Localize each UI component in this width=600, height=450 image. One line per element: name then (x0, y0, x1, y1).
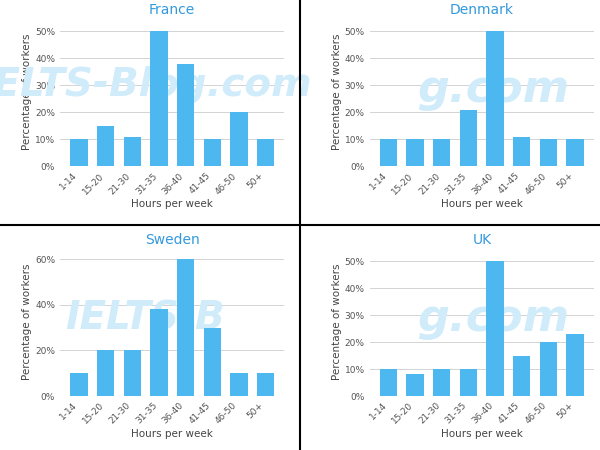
Bar (540, 140, 557, 166)
X-axis label: Hours per week: Hours per week (441, 199, 523, 209)
Bar (150, 309, 167, 396)
Bar (566, 140, 584, 166)
Bar (70, 373, 88, 396)
Bar (124, 351, 141, 396)
Bar (230, 112, 248, 166)
Bar (257, 140, 274, 166)
Bar (460, 369, 477, 396)
Bar (150, 32, 167, 166)
Bar (487, 32, 504, 166)
Bar (177, 64, 194, 166)
Y-axis label: Percentage of workers: Percentage of workers (22, 264, 32, 380)
Bar (380, 369, 397, 396)
Bar (203, 140, 221, 166)
Text: IELTS-B: IELTS-B (65, 300, 225, 338)
Bar (406, 374, 424, 396)
Title: UK: UK (472, 233, 491, 247)
Bar (203, 328, 221, 396)
Bar (97, 126, 114, 166)
Bar (97, 351, 114, 396)
Title: Denmark: Denmark (450, 3, 514, 17)
Bar (257, 373, 274, 396)
X-axis label: Hours per week: Hours per week (441, 428, 523, 439)
Bar (540, 342, 557, 396)
Text: g.com: g.com (417, 68, 569, 111)
Y-axis label: Percentage of workers: Percentage of workers (332, 264, 342, 380)
Text: g.com: g.com (417, 297, 569, 340)
Bar (433, 369, 451, 396)
Y-axis label: Percentage of workers: Percentage of workers (22, 34, 32, 150)
Bar (566, 334, 584, 396)
Text: IELTS-Blog.com: IELTS-Blog.com (0, 66, 311, 104)
Bar (177, 259, 194, 396)
Title: Sweden: Sweden (145, 233, 200, 247)
Bar (230, 373, 248, 396)
Bar (513, 356, 530, 396)
Y-axis label: Percentage of workers: Percentage of workers (332, 34, 342, 150)
X-axis label: Hours per week: Hours per week (131, 199, 213, 209)
Bar (460, 110, 477, 166)
Bar (124, 137, 141, 166)
Bar (406, 140, 424, 166)
Title: France: France (149, 3, 196, 17)
X-axis label: Hours per week: Hours per week (131, 428, 213, 439)
Bar (487, 261, 504, 396)
Bar (380, 140, 397, 166)
Bar (70, 140, 88, 166)
Bar (513, 137, 530, 166)
Bar (433, 140, 451, 166)
